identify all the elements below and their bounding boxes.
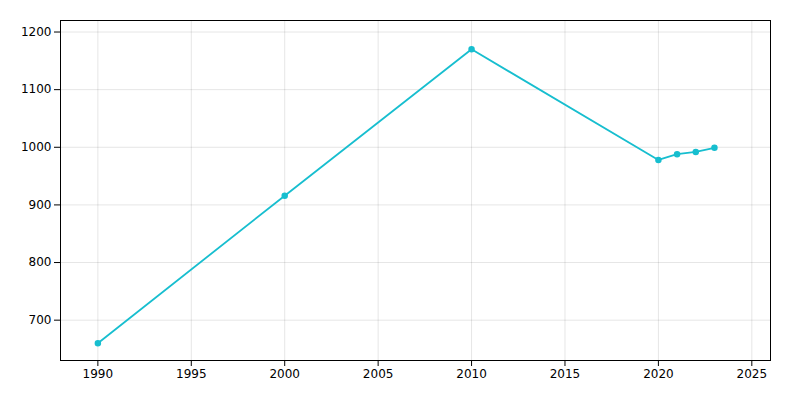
svg-text:1995: 1995	[176, 367, 207, 381]
svg-text:900: 900	[29, 198, 52, 212]
svg-text:700: 700	[29, 313, 52, 327]
svg-text:800: 800	[29, 255, 52, 269]
svg-text:1100: 1100	[21, 82, 52, 96]
svg-text:2015: 2015	[550, 367, 581, 381]
svg-text:1200: 1200	[21, 25, 52, 39]
svg-text:2005: 2005	[363, 367, 394, 381]
svg-text:2000: 2000	[269, 367, 300, 381]
svg-text:1000: 1000	[21, 140, 52, 154]
svg-text:2025: 2025	[737, 367, 768, 381]
svg-text:2020: 2020	[643, 367, 674, 381]
svg-text:2010: 2010	[456, 367, 487, 381]
svg-text:1990: 1990	[83, 367, 114, 381]
